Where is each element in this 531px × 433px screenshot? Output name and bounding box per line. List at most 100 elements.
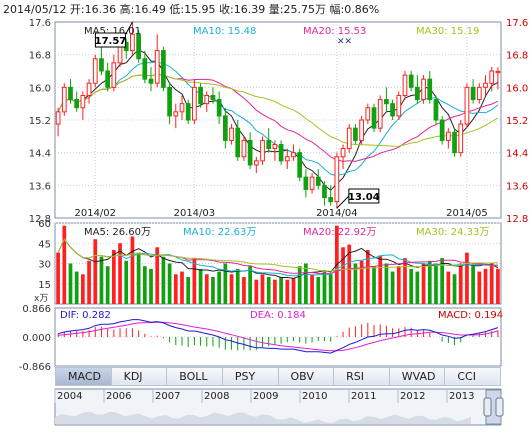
timeline-handle-right[interactable] bbox=[495, 397, 504, 417]
volume-bar bbox=[372, 266, 376, 304]
volume-ma10-line bbox=[57, 238, 498, 277]
candle-body bbox=[353, 127, 358, 141]
volume-ytick: 30 bbox=[38, 260, 51, 271]
candle-body bbox=[260, 139, 265, 162]
macd-legend-macd: MACD: 0.194 bbox=[438, 310, 503, 321]
macd-ytick: 0.000 bbox=[22, 333, 51, 344]
volume-bar bbox=[192, 258, 197, 304]
candle-body bbox=[476, 86, 482, 101]
candle-body bbox=[105, 70, 111, 88]
min-price-box bbox=[348, 188, 380, 204]
candle-body bbox=[315, 176, 321, 186]
volume-bar bbox=[223, 263, 228, 304]
min-price-pointer bbox=[336, 195, 350, 209]
volume-bar bbox=[341, 247, 345, 304]
candle-body bbox=[74, 99, 80, 109]
tab-macd[interactable]: MACD bbox=[55, 367, 112, 386]
header-open-label: 开: bbox=[70, 3, 85, 16]
candle-body bbox=[192, 86, 197, 121]
volume-bar bbox=[421, 263, 426, 304]
tab-wvad[interactable]: WVAD bbox=[389, 367, 446, 386]
timeline-year-label: 2010 bbox=[302, 391, 327, 402]
candle-body bbox=[284, 156, 290, 162]
candle-body bbox=[210, 95, 216, 101]
volume-bar bbox=[496, 268, 500, 304]
volume-bar bbox=[68, 263, 73, 304]
candle-body bbox=[433, 99, 439, 121]
price-ytick-left: 17.6 bbox=[29, 18, 51, 29]
candle-body bbox=[111, 62, 117, 88]
ma-legend-ma30: MA30: 15.19 bbox=[416, 26, 479, 37]
volume-bar bbox=[446, 271, 451, 304]
candle-body bbox=[136, 33, 141, 60]
volume-bar bbox=[316, 277, 321, 304]
price-panel: 17.6 17.6 16.8 16.8 16.0 16.0 15.2 15.2 14.4 14.4… bbox=[29, 18, 529, 225]
volume-bar bbox=[471, 266, 475, 304]
price-ytick-right: 17.6 bbox=[506, 18, 528, 29]
timeline-year-label: 2011 bbox=[351, 391, 376, 402]
price-ytick-right: 15.2 bbox=[506, 116, 528, 127]
volume-bar bbox=[149, 268, 153, 304]
volume-bar bbox=[452, 274, 457, 304]
header-low-label: 低: bbox=[169, 3, 184, 16]
candle-body bbox=[346, 127, 352, 150]
price-ytick-right: 14.4 bbox=[506, 149, 528, 160]
volume-ma30-line bbox=[57, 238, 498, 272]
header-date: 2014/05/12 bbox=[3, 3, 66, 16]
timeline-panel: 2004 2006 2007 2008 2009 2010 2011 2012 2013 bbox=[54, 388, 504, 426]
volume-bar bbox=[260, 274, 265, 304]
tab-rsi[interactable]: RSI bbox=[334, 367, 390, 386]
candle-body bbox=[340, 148, 346, 158]
candle-body bbox=[483, 82, 488, 88]
candle-body bbox=[216, 99, 222, 117]
macd-ytick: 0.866 bbox=[22, 304, 51, 315]
candle-body bbox=[303, 176, 309, 190]
candle-body bbox=[253, 160, 259, 166]
header-high-label: 高: bbox=[120, 2, 135, 16]
min-price-label: 13.04 bbox=[348, 192, 380, 203]
dif-line bbox=[57, 319, 499, 354]
timeline-overview-area bbox=[55, 411, 471, 424]
candle-body bbox=[278, 144, 284, 162]
volume-bar bbox=[291, 278, 296, 304]
price-ytick-right: 12.8 bbox=[506, 214, 528, 225]
candle-body bbox=[247, 139, 253, 166]
ma30-line bbox=[57, 73, 499, 147]
volume-bar bbox=[266, 277, 271, 304]
volume-bar bbox=[483, 268, 488, 304]
volume-legend-ma20: MA20: 22.92万 bbox=[303, 227, 376, 238]
macd-panel: 0.866 0.000 -0.866 DIF: 0.282 DEA: 0.184 MACD… bbox=[19, 304, 503, 373]
volume-bar bbox=[254, 279, 259, 304]
volume-bar bbox=[74, 271, 79, 304]
tab-cci[interactable]: CCI bbox=[445, 367, 501, 386]
timeline-year-label: 2013 bbox=[449, 391, 474, 402]
candle-body bbox=[464, 86, 470, 125]
dea-line bbox=[58, 321, 499, 352]
price-ytick-right: 16.8 bbox=[506, 51, 528, 62]
volume-ytick: 60 bbox=[38, 219, 51, 230]
candle-body bbox=[421, 78, 426, 101]
timeline-handle-left[interactable] bbox=[483, 397, 492, 417]
candle-body bbox=[377, 99, 383, 129]
timeline-year-label: 2009 bbox=[253, 391, 278, 402]
volume-bar bbox=[248, 266, 252, 304]
volume-ytick: 15 bbox=[38, 280, 51, 291]
volume-bar bbox=[328, 274, 333, 304]
header-change-label: 幅: bbox=[330, 3, 345, 16]
price-ytick-left: 16.0 bbox=[29, 83, 51, 94]
volume-legend-ma5: MA5: 26.60万 bbox=[84, 227, 151, 238]
header-quote: 2014/05/12 开:16.36 高:16.49 低:15.95 收:16.… bbox=[3, 2, 379, 16]
tab-obv[interactable]: OBV bbox=[278, 367, 335, 386]
candle-body bbox=[266, 139, 272, 150]
volume-bar bbox=[130, 236, 135, 304]
candle-body bbox=[154, 50, 160, 84]
tab-boll[interactable]: BOLL bbox=[167, 367, 223, 386]
header-volume: 25.75万 bbox=[284, 3, 327, 16]
tab-psy[interactable]: PSY bbox=[222, 367, 279, 386]
macd-legend-dif: DIF: 0.282 bbox=[60, 310, 111, 321]
max-price-box bbox=[94, 32, 126, 48]
price-ytick-right: 13.6 bbox=[506, 181, 528, 192]
volume-unit-label: x万 bbox=[34, 294, 48, 304]
tab-kdj[interactable]: KDJ bbox=[111, 367, 168, 386]
